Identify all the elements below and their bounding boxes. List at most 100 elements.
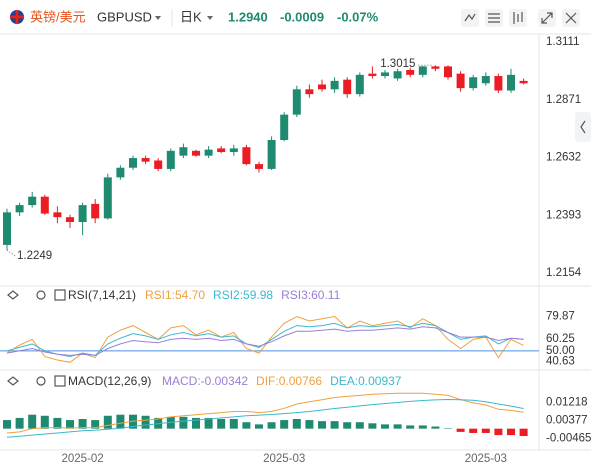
histogram-bar: [3, 420, 11, 429]
candle-body: [431, 66, 440, 69]
y-tick-label: 60.25: [546, 333, 575, 345]
y-tick-label: 0.01218: [546, 397, 588, 409]
candle-body: [381, 72, 389, 77]
candle-body: [53, 212, 62, 218]
histogram-bar: [368, 423, 377, 429]
candle-body: [217, 148, 226, 153]
rsi-title: RSI(7,14,21): [68, 288, 136, 302]
candle-body: [91, 203, 100, 219]
histogram-bar: [78, 419, 87, 429]
histogram-bar: [15, 417, 24, 429]
histogram-bar: [431, 426, 440, 429]
histogram-bar: [393, 424, 402, 429]
candle-body: [255, 164, 263, 169]
change: -0.0009: [280, 9, 324, 24]
toolbar: [461, 9, 580, 27]
candle-body: [66, 217, 74, 222]
y-tick-label: 50.00: [546, 345, 575, 357]
gear-icon[interactable]: [36, 290, 46, 300]
candle-body: [141, 158, 150, 162]
candle-body: [179, 147, 188, 156]
box-icon[interactable]: [54, 375, 66, 387]
box-icon[interactable]: [54, 289, 66, 301]
histogram-bar: [28, 414, 37, 429]
legend-entry: RSI1:54.70: [145, 288, 205, 302]
y-tick-label: 1.2393: [546, 209, 581, 221]
symbol-cn[interactable]: 英镑/美元: [30, 9, 86, 24]
candle-body: [166, 150, 175, 169]
histogram-bar: [116, 414, 125, 429]
candle-body: [116, 167, 125, 178]
price: 1.2940: [228, 9, 268, 24]
legend-entry: RSI3:60.11: [281, 288, 340, 302]
flag-cross: [10, 10, 24, 24]
histogram-bar: [40, 415, 49, 429]
gear-icon[interactable]: [36, 376, 46, 386]
histogram-bar: [444, 428, 452, 429]
candle-body: [418, 66, 427, 75]
histogram-bar: [292, 419, 301, 429]
candle-body: [129, 158, 137, 168]
histogram-bar: [192, 417, 200, 429]
candle-body: [267, 139, 276, 169]
histogram-bar: [166, 416, 175, 429]
candle-body: [393, 71, 402, 79]
candle-body: [204, 149, 213, 156]
indicator-line: [6, 398, 524, 438]
histogram-bar: [305, 420, 314, 429]
x-tick-label: 2025-03: [465, 453, 507, 465]
period-caret[interactable]: [207, 16, 213, 20]
indicator-button[interactable]: [461, 9, 479, 27]
y-tick-label: -0.00465: [546, 433, 591, 445]
histogram-bar: [418, 425, 427, 429]
candle-body: [507, 74, 515, 91]
legend-entry: MACD:-0.00342: [162, 374, 248, 388]
y-tick-label: 1.3111: [546, 36, 579, 48]
histogram-bar: [406, 425, 415, 429]
histogram-bar: [141, 415, 150, 429]
change-pct: -0.07%: [337, 9, 379, 24]
candle-body: [406, 70, 415, 75]
annotation: 1.3015: [380, 58, 415, 70]
candle-body: [444, 66, 452, 78]
collapse-icon: [580, 120, 586, 134]
candle-body: [343, 79, 352, 95]
candle-body: [242, 147, 251, 165]
eye-icon[interactable]: [7, 376, 19, 386]
histogram-bar: [267, 422, 276, 429]
candle-body: [318, 84, 326, 90]
y-tick-label: 0.00377: [546, 415, 588, 427]
histogram-bar: [242, 422, 251, 429]
candle-body: [15, 205, 24, 213]
histogram-bar: [519, 428, 528, 437]
candle-body: [481, 76, 490, 84]
indicator-line: [6, 392, 524, 434]
candle-body: [305, 89, 314, 95]
eye-icon[interactable]: [7, 290, 19, 300]
annotation: 1.2249: [17, 250, 52, 262]
candle-body: [3, 212, 11, 245]
candle-body: [40, 196, 49, 214]
legend-entry: DIF:0.00766: [256, 374, 322, 388]
histogram-bar: [330, 421, 339, 429]
indicator-line: [6, 315, 524, 363]
y-tick-label: 1.2871: [546, 94, 581, 106]
histogram-bar: [66, 420, 74, 429]
y-tick-label: 79.87: [546, 311, 575, 323]
candle-body: [330, 80, 339, 90]
histogram-bar: [469, 428, 478, 433]
y-tick-label: 40.63: [546, 356, 575, 368]
collapse-button[interactable]: [575, 112, 591, 142]
histogram-bar: [179, 416, 188, 429]
histogram-bar: [507, 428, 515, 436]
fullscreen-icon: [541, 12, 553, 24]
indicator-line: [6, 326, 524, 356]
histogram-bar: [129, 414, 137, 429]
histogram-bar: [343, 422, 352, 429]
histogram-bar: [91, 420, 100, 429]
symbol[interactable]: GBPUSD: [97, 9, 152, 24]
histogram-bar: [280, 420, 289, 429]
period[interactable]: 日K: [180, 9, 202, 24]
symbol-caret[interactable]: [155, 16, 161, 20]
